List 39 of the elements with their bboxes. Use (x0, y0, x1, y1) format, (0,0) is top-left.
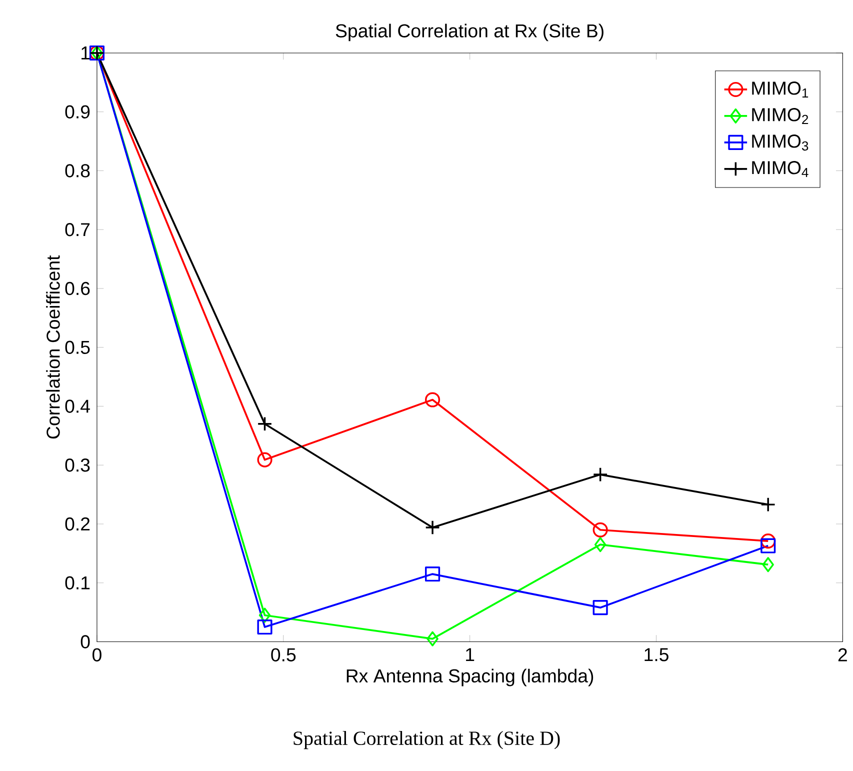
point (257, 416, 272, 432)
point (424, 392, 440, 408)
point (594, 537, 606, 552)
y-tick-label: 1 (82, 46, 90, 60)
x-tick-label: 2 (838, 648, 847, 662)
point (762, 557, 774, 572)
point (257, 452, 272, 468)
y-tick-label: 0.9 (65, 105, 90, 119)
point (592, 522, 608, 538)
y-tick-label: 0.3 (65, 458, 90, 472)
chart-title: Spatial Correlation at Rx (Site B) (336, 24, 604, 42)
y-tick-label: 0.6 (65, 282, 90, 296)
point (257, 620, 272, 635)
y-tick-label: 0.1 (65, 576, 90, 590)
point (592, 467, 608, 482)
y-tick-label: 0.4 (65, 400, 90, 413)
x-axis-title: Rx Antenna Spacing (lambda) (346, 668, 594, 686)
point (760, 497, 776, 512)
text: Spatial Correlation at Rx (Site D) (294, 731, 560, 750)
y-tick-label: 0.8 (65, 164, 90, 178)
point (424, 520, 440, 536)
point (424, 566, 440, 582)
point (426, 631, 438, 646)
legend-label: MIMO$_{3}$ (752, 134, 808, 151)
x-tick-label: 1.5 (644, 648, 668, 662)
point (760, 538, 776, 554)
legend-label: MIMO$_{4}$ (752, 161, 808, 178)
y-axis-title: Correlation Coeifficent (46, 256, 60, 439)
point (258, 608, 271, 623)
x-tick-label: 0 (92, 648, 102, 662)
point (592, 600, 608, 616)
legend-label: MIMO$_{1}$ (752, 82, 808, 98)
x-tick-label: 1 (466, 648, 474, 662)
y-tick-label: 0.2 (65, 518, 90, 531)
x-tick-label: 0.5 (271, 648, 296, 662)
y-tick-label: 0.5 (65, 340, 90, 354)
y-tick-label: 0 (80, 635, 90, 649)
y-tick-label: 0.7 (65, 223, 90, 236)
legend-label: MIMO$_{2}$ (752, 108, 808, 124)
